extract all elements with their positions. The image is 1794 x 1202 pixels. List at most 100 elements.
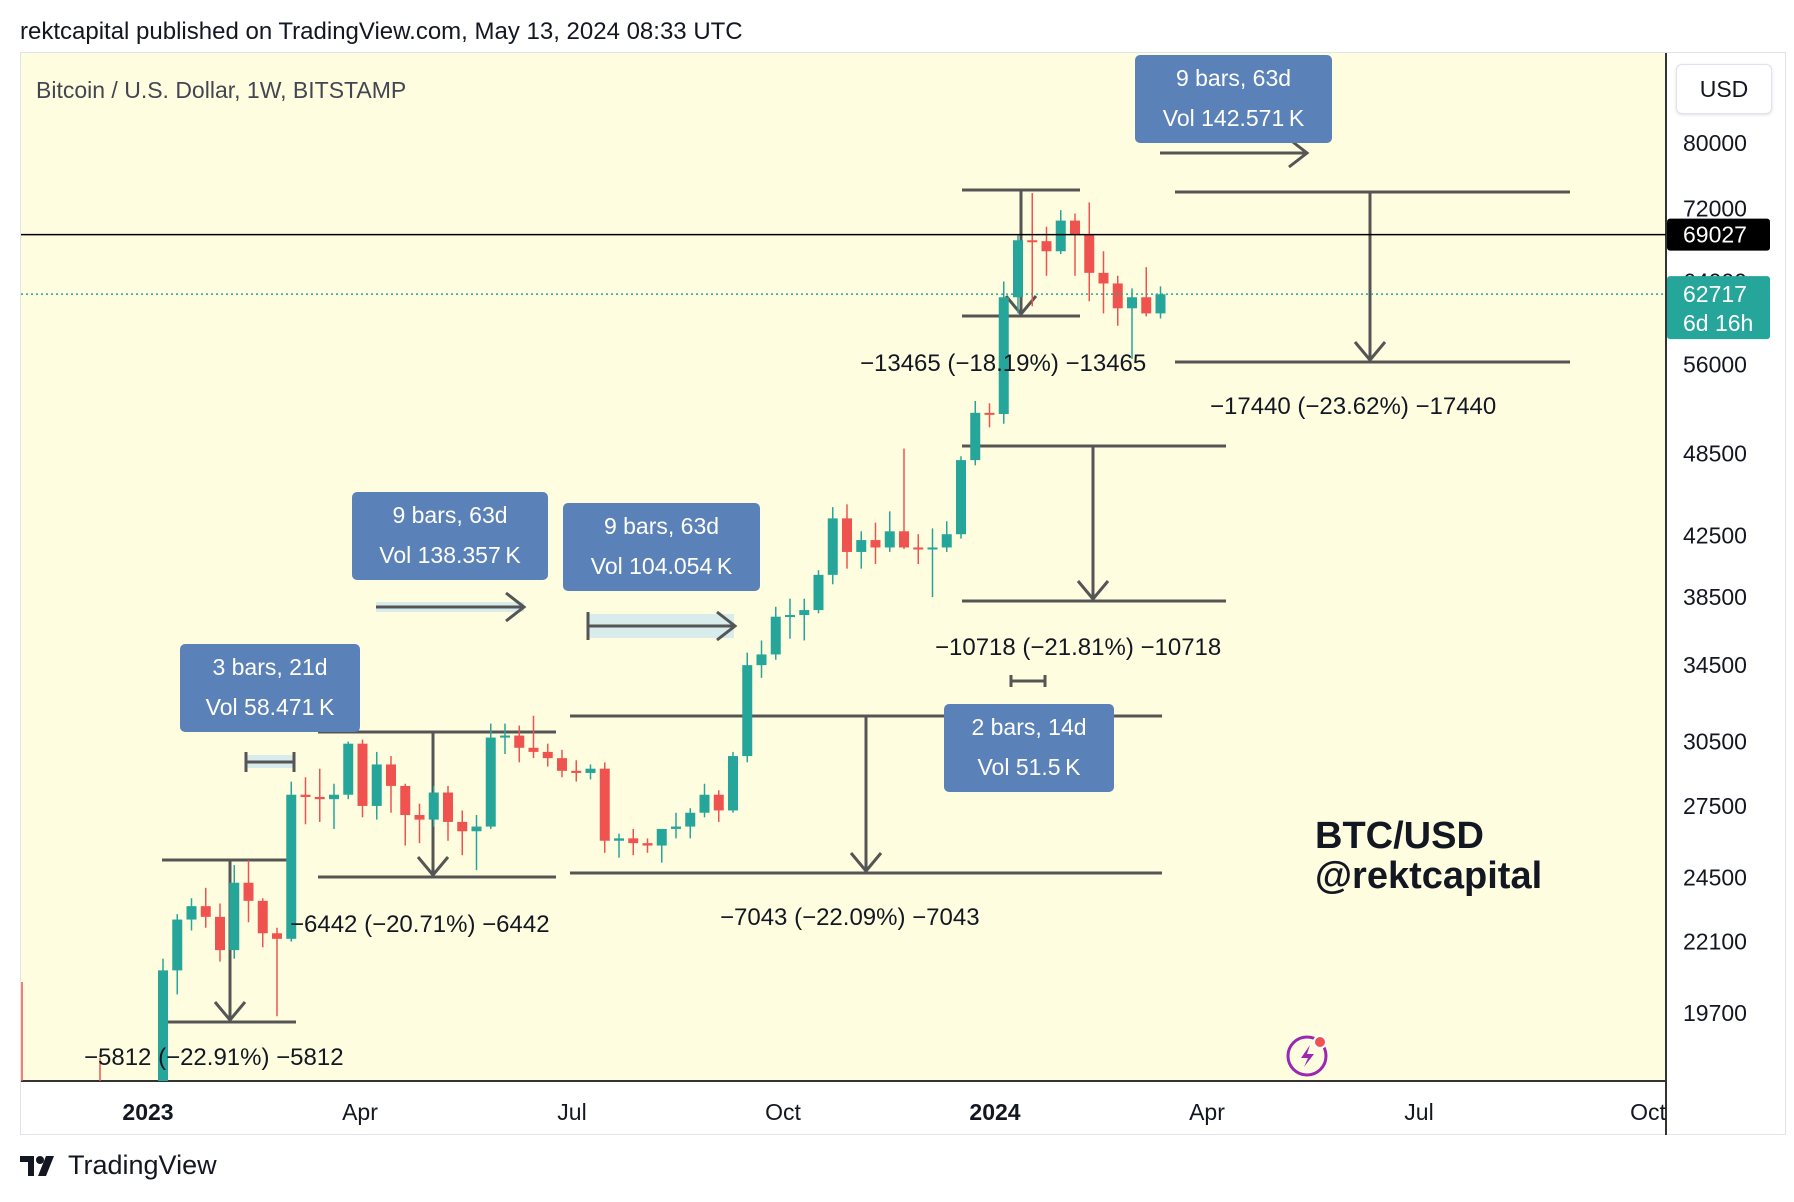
candle-body (671, 826, 681, 829)
tradingview-logo-icon (20, 1155, 54, 1176)
candle-body (158, 970, 168, 1081)
candle-body (827, 518, 838, 575)
x-tick-label: Oct (765, 1099, 801, 1125)
candle-body (200, 906, 211, 917)
measure-boxes: 3 bars, 21d Vol 58.471 K 9 bars, 63d Vol 13… (180, 55, 1332, 792)
footer: TradingView (20, 1150, 217, 1181)
chart-frame (20, 52, 1786, 1135)
y-tick-label: 42500 (1683, 523, 1747, 549)
candle-body (899, 531, 909, 548)
candle-body (571, 770, 582, 773)
candle-body (300, 794, 311, 797)
candle-body (599, 768, 610, 841)
candle-body (913, 547, 924, 550)
candle-body (813, 574, 824, 611)
candle-body (614, 838, 624, 841)
drawdown-label: −13465 (−18.19%) −13465 (860, 350, 1146, 377)
x-tick-label: Jul (1404, 1099, 1433, 1125)
arrow-head (1004, 295, 1038, 317)
candle-body (998, 297, 1009, 415)
y-tick-label: 80000 (1683, 130, 1747, 156)
y-tick-label: 22100 (1683, 929, 1747, 955)
candle-body (1084, 234, 1095, 273)
arrow-head (1076, 580, 1110, 602)
candle-body (770, 616, 781, 655)
measure-info-box (944, 704, 1114, 792)
candle-body (1098, 272, 1109, 284)
candle-body (756, 654, 767, 666)
chart-title: Bitcoin / U.S. Dollar, 1W, BITSTAMP (36, 77, 406, 103)
candle-body (728, 756, 738, 811)
countdown-label: 6d 16h (1683, 310, 1753, 336)
arrow-head (716, 610, 738, 642)
candle-body (1112, 283, 1123, 309)
footer-brand: TradingView (68, 1150, 217, 1180)
candle-body (428, 792, 439, 820)
candle-body (984, 412, 995, 415)
y-tick-label: 34500 (1683, 652, 1747, 678)
measure-info-volume: Vol 51.5 K (977, 754, 1081, 780)
candle-body (799, 610, 810, 616)
candle-body (329, 794, 339, 800)
candle-body (243, 882, 254, 901)
y-tick-label: 30500 (1683, 729, 1747, 755)
candle-body (656, 828, 667, 846)
candle-body (585, 768, 596, 773)
candle-body (927, 547, 938, 550)
measure-info-bars: 9 bars, 63d (1176, 65, 1291, 91)
arrow-head (1288, 137, 1310, 169)
y-tick-label: 19700 (1683, 1000, 1747, 1026)
candle-body (1013, 240, 1023, 298)
drawings-layer (162, 137, 1570, 1024)
candle-body (856, 540, 867, 552)
candle-body (257, 900, 268, 934)
candle-body (742, 665, 753, 757)
y-tick-label: 56000 (1683, 351, 1747, 377)
candle-body (215, 916, 225, 951)
candle-body (528, 747, 539, 752)
candle-body (1127, 297, 1137, 309)
candle-body (485, 737, 496, 827)
candle-body (1070, 220, 1080, 235)
candle-body (357, 743, 368, 806)
candles-layer (21, 193, 1166, 1081)
candle-body (628, 838, 639, 844)
price-label-box (1667, 218, 1770, 251)
measure-info-bars: 9 bars, 63d (392, 502, 507, 528)
candle-body (371, 764, 382, 806)
candle-body (557, 758, 567, 771)
measure-info-box (352, 492, 548, 580)
candle-body (186, 906, 197, 920)
candle-body (970, 412, 981, 461)
candle-body (500, 735, 510, 738)
candle-body (1155, 294, 1166, 314)
arrow-head (505, 591, 527, 623)
measure-info-box (180, 644, 360, 732)
lightning-icon[interactable] (1286, 1035, 1328, 1077)
drawdown-label: −17440 (−23.62%) −17440 (1210, 393, 1496, 420)
drawdown-label: −6442 (−20.71%) −6442 (290, 911, 550, 938)
candle-body (685, 812, 696, 827)
watermark-line2: @rektcapital (1315, 855, 1542, 897)
publish-line: rektcapital published on TradingView.com… (20, 18, 743, 45)
drawdown-label: −10718 (−21.81%) −10718 (935, 634, 1221, 661)
currency-button[interactable]: USD (1676, 64, 1772, 114)
x-tick-label: Apr (1189, 1099, 1225, 1125)
price-axis: 8000072000640005600048500425003850034500… (21, 130, 1770, 1026)
candle-body (713, 794, 724, 811)
measure-info-volume: Vol 58.471 K (206, 694, 335, 720)
arrow-head (1353, 341, 1387, 363)
measure-info-box (563, 503, 760, 591)
last-price-label: 62717 (1683, 281, 1747, 307)
x-tick-label: 2024 (969, 1099, 1020, 1125)
price-label: 69027 (1683, 222, 1747, 248)
candle-body (1041, 241, 1052, 252)
candle-body (542, 751, 553, 759)
candle-body (457, 821, 468, 832)
measure-info-volume: Vol 138.357 K (379, 542, 521, 568)
x-tick-label: Jul (557, 1099, 586, 1125)
y-tick-label: 72000 (1683, 195, 1747, 221)
candle-body (443, 792, 453, 822)
candle-body (272, 933, 282, 939)
